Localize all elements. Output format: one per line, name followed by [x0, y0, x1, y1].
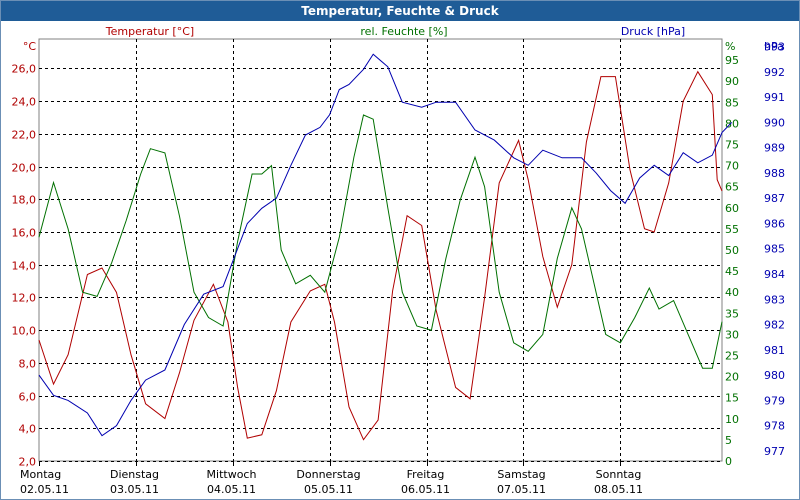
temperature-tick-label: 6,0: [19, 391, 37, 404]
pressure-tick-label: 984: [764, 268, 785, 281]
temperature-tick-label: 4,0: [19, 423, 37, 436]
pressure-legend: Druck [hPa]: [621, 25, 685, 38]
pressure-tick-label: 978: [764, 420, 785, 433]
temperature-tick-label: 24,0: [12, 96, 37, 109]
pressure-unit-label: hPa: [764, 40, 784, 53]
humidity-tick-label: 75: [725, 139, 739, 152]
temperature-tick-label: 2,0: [19, 456, 37, 469]
humidity-tick-label: 70: [725, 160, 739, 173]
humidity-unit-label: %: [725, 40, 735, 53]
humidity-tick-label: 0: [725, 455, 732, 468]
humidity-tick-label: 45: [725, 265, 739, 278]
humidity-tick-label: 10: [725, 413, 739, 426]
humidity-tick-label: 85: [725, 96, 739, 109]
temperature-tick-label: 22,0: [12, 129, 37, 142]
pressure-tick-label: 992: [764, 66, 785, 79]
humidity-tick-label: 25: [725, 350, 739, 363]
temperature-tick-label: 26,0: [12, 63, 37, 76]
humidity-tick-label: 15: [725, 392, 739, 405]
humidity-tick-label: 40: [725, 286, 739, 299]
temperature-tick-label: 18,0: [12, 194, 37, 207]
temperature-tick-label: 8,0: [19, 358, 37, 371]
pressure-tick-label: 993: [764, 41, 785, 54]
humidity-tick-label: 90: [725, 75, 739, 88]
pressure-tick-label: 981: [764, 344, 785, 357]
temperature-tick-label: 20,0: [12, 162, 37, 175]
x-tick-day-label: Mittwoch: [207, 468, 257, 481]
humidity-tick-label: 95: [725, 54, 739, 67]
pressure-tick-label: 988: [764, 167, 785, 180]
humidity-tick-label: 50: [725, 244, 739, 257]
x-tick-day-label: Samstag: [497, 468, 545, 481]
x-tick-date-label: 08.05.11: [594, 483, 643, 496]
pressure-tick-label: 989: [764, 142, 785, 155]
pressure-tick-label: 980: [764, 369, 785, 382]
humidity-line: [38, 114, 723, 369]
humidity-tick-label: 20: [725, 371, 739, 384]
x-tick-date-label: 07.05.11: [497, 483, 546, 496]
pressure-tick-label: 987: [764, 192, 785, 205]
humidity-tick-label: 30: [725, 328, 739, 341]
temperature-unit-label: °C: [23, 40, 37, 53]
temperature-tick-label: 12,0: [12, 292, 37, 305]
temperature-line: [38, 70, 723, 441]
pressure-tick-label: 979: [764, 394, 785, 407]
x-tick-day-label: Sonntag: [596, 468, 642, 481]
humidity-tick-label: 65: [725, 181, 739, 194]
humidity-tick-label: 80: [725, 117, 739, 130]
x-tick-day-label: Donnerstag: [296, 468, 360, 481]
window-title: Temperatur, Feuchte & Druck: [1, 1, 799, 21]
x-tick-date-label: 03.05.11: [110, 483, 159, 496]
temperature-legend: Temperatur [°C]: [105, 25, 194, 38]
plot-border: [38, 38, 723, 462]
x-tick-date-label: 05.05.11: [304, 483, 353, 496]
pressure-tick-label: 985: [764, 243, 785, 256]
pressure-tick-label: 990: [764, 116, 785, 129]
humidity-tick-label: 35: [725, 307, 739, 320]
humidity-tick-label: 5: [725, 434, 732, 447]
pressure-tick-label: 991: [764, 91, 785, 104]
pressure-tick-label: 977: [764, 445, 785, 458]
x-tick-day-label: Freitag: [407, 468, 445, 481]
x-tick-date-label: 06.05.11: [401, 483, 450, 496]
x-tick-day-label: Dienstag: [110, 468, 159, 481]
x-tick-day-label: Montag: [20, 468, 61, 481]
humidity-legend: rel. Feuchte [%]: [360, 25, 447, 38]
temperature-tick-label: 14,0: [12, 260, 37, 273]
pressure-tick-label: 983: [764, 293, 785, 306]
pressure-tick-label: 982: [764, 319, 785, 332]
temperature-tick-label: 10,0: [12, 325, 37, 338]
humidity-tick-label: 60: [725, 202, 739, 215]
pressure-line: [38, 53, 733, 437]
pressure-tick-label: 986: [764, 217, 785, 230]
humidity-tick-label: 55: [725, 223, 739, 236]
temperature-tick-label: 16,0: [12, 227, 37, 240]
x-tick-date-label: 02.05.11: [20, 483, 69, 496]
x-tick-date-label: 04.05.11: [207, 483, 256, 496]
